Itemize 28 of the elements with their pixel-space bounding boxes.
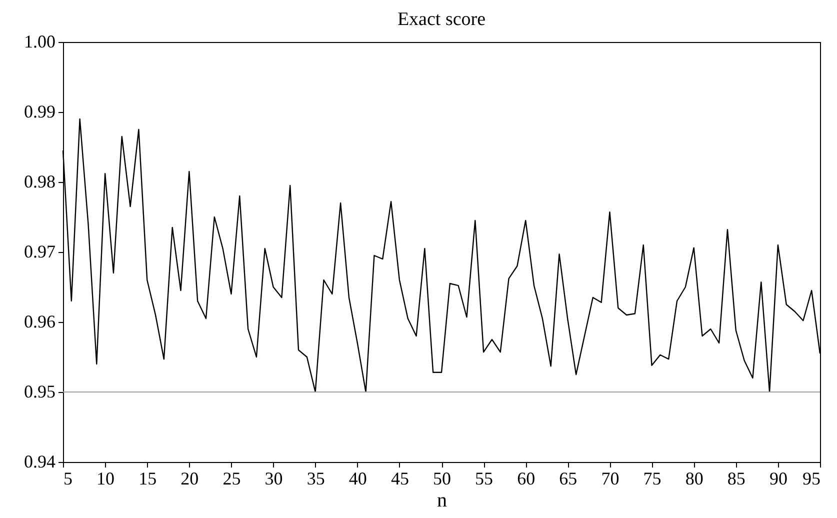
y-tick-label: 0.97 bbox=[24, 242, 56, 262]
x-tick-label: 55 bbox=[475, 468, 494, 488]
y-tick-label: 0.94 bbox=[24, 452, 56, 472]
y-tick-label: 0.98 bbox=[24, 172, 56, 192]
x-tick-label: 70 bbox=[601, 468, 620, 488]
x-tick-label: 25 bbox=[222, 468, 241, 488]
y-tick-label: 0.96 bbox=[24, 312, 56, 332]
x-tick-label: 80 bbox=[685, 468, 704, 488]
x-tick-label: 85 bbox=[727, 468, 746, 488]
y-tick-label: 0.95 bbox=[24, 382, 56, 402]
x-axis-title: n bbox=[437, 490, 447, 512]
x-tick-label: 5 bbox=[64, 468, 72, 488]
x-tick-label: 20 bbox=[180, 468, 199, 488]
x-tick-label: 10 bbox=[96, 468, 115, 488]
x-tick-label: 15 bbox=[138, 468, 157, 488]
x-tick-label: 50 bbox=[433, 468, 451, 488]
y-tick-label: 1.00 bbox=[24, 32, 56, 52]
x-tick-label: 75 bbox=[643, 468, 662, 488]
x-tick-label: 40 bbox=[348, 468, 367, 488]
x-tick-label: 30 bbox=[264, 468, 283, 488]
x-tick-label: 60 bbox=[517, 468, 536, 488]
x-tick-label: 95 bbox=[802, 468, 820, 488]
x-tick-label: 35 bbox=[306, 468, 325, 488]
x-tick-label: 65 bbox=[559, 468, 578, 488]
y-tick-label: 0.99 bbox=[24, 102, 56, 122]
chart-title: Exact score bbox=[397, 9, 486, 30]
x-tick-label: 45 bbox=[390, 468, 409, 488]
x-tick-label: 90 bbox=[769, 468, 788, 488]
